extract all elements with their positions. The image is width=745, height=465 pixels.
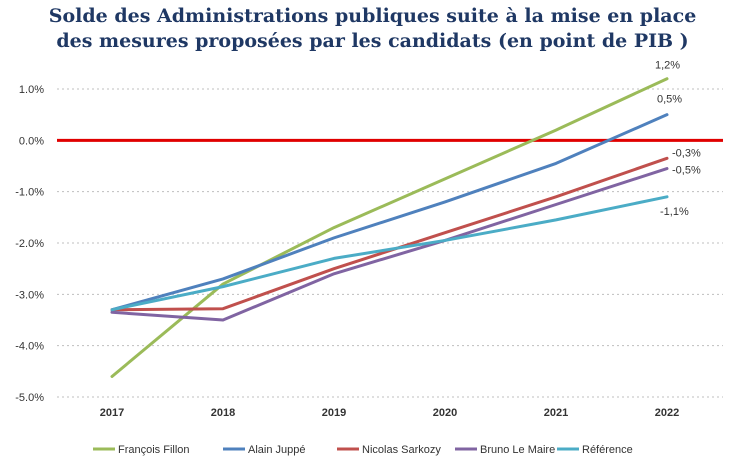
data-label: -0,5% [672,165,701,177]
series-line-reference [110,195,669,312]
x-tick-label: 2021 [544,407,568,419]
data-label: -1,1% [660,206,689,218]
legend-label: Bruno Le Maire [480,444,555,456]
y-tick-label: -3.0% [15,289,44,301]
legend-item[interactable]: Nicolas Sarkozy [337,444,441,456]
data-label: 0,5% [657,94,682,106]
series-line-alain-juppe [110,113,669,312]
x-tick-label: 2017 [100,407,124,419]
y-tick-label: -1.0% [15,187,44,199]
y-tick-label: -4.0% [15,341,44,353]
y-tick-label: -2.0% [15,238,44,250]
legend-item[interactable]: Alain Juppé [223,444,306,456]
data-label: -0,3% [672,147,701,159]
chart-title: Solde des Administrations publiques suit… [0,4,745,54]
legend-label: Référence [582,444,633,456]
chart-title-line-2: des mesures proposées par les candidats … [56,30,689,52]
legend-item[interactable]: Bruno Le Maire [455,444,555,456]
legend-item[interactable]: Référence [557,444,633,456]
x-tick-label: 2019 [322,407,346,419]
chart-title-line-1: Solde des Administrations publiques suit… [48,5,697,27]
x-tick-label: 2022 [655,407,679,419]
x-tick-label: 2018 [211,407,235,419]
series-line-bruno-le-maire [110,167,669,322]
legend-label: Alain Juppé [248,444,306,456]
y-tick-label: -5.0% [15,392,44,404]
x-axis: 2017 2018 2019 2020 2021 2022 [100,407,679,419]
data-labels: 1,2% 0,5% -0,3% -0,5% -1,1% [655,60,701,218]
x-tick-label: 2020 [433,407,457,419]
y-tick-label: 1.0% [19,84,44,96]
y-tick-label: 0.0% [19,135,44,147]
legend[interactable]: François Fillon Alain Juppé Nicolas Sarkoz… [93,444,633,456]
legend-item[interactable]: François Fillon [93,444,190,456]
data-label: 1,2% [655,60,680,72]
legend-label: François Fillon [118,444,190,456]
legend-label: Nicolas Sarkozy [362,444,441,456]
series-lines [110,77,669,378]
y-axis: 1.0% 0.0% -1.0% -2.0% -3.0% -4.0% -5.0% [15,84,44,404]
series-line-francois-fillon [110,77,669,378]
